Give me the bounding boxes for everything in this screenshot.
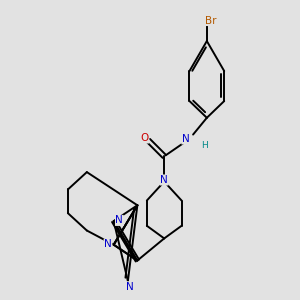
Text: Br: Br: [205, 16, 216, 26]
Text: N: N: [104, 239, 112, 249]
Text: N: N: [126, 282, 133, 292]
Text: H: H: [201, 141, 208, 150]
Text: N: N: [116, 215, 123, 225]
Text: O: O: [140, 133, 149, 143]
Text: N: N: [160, 175, 168, 185]
Text: N: N: [182, 134, 190, 144]
